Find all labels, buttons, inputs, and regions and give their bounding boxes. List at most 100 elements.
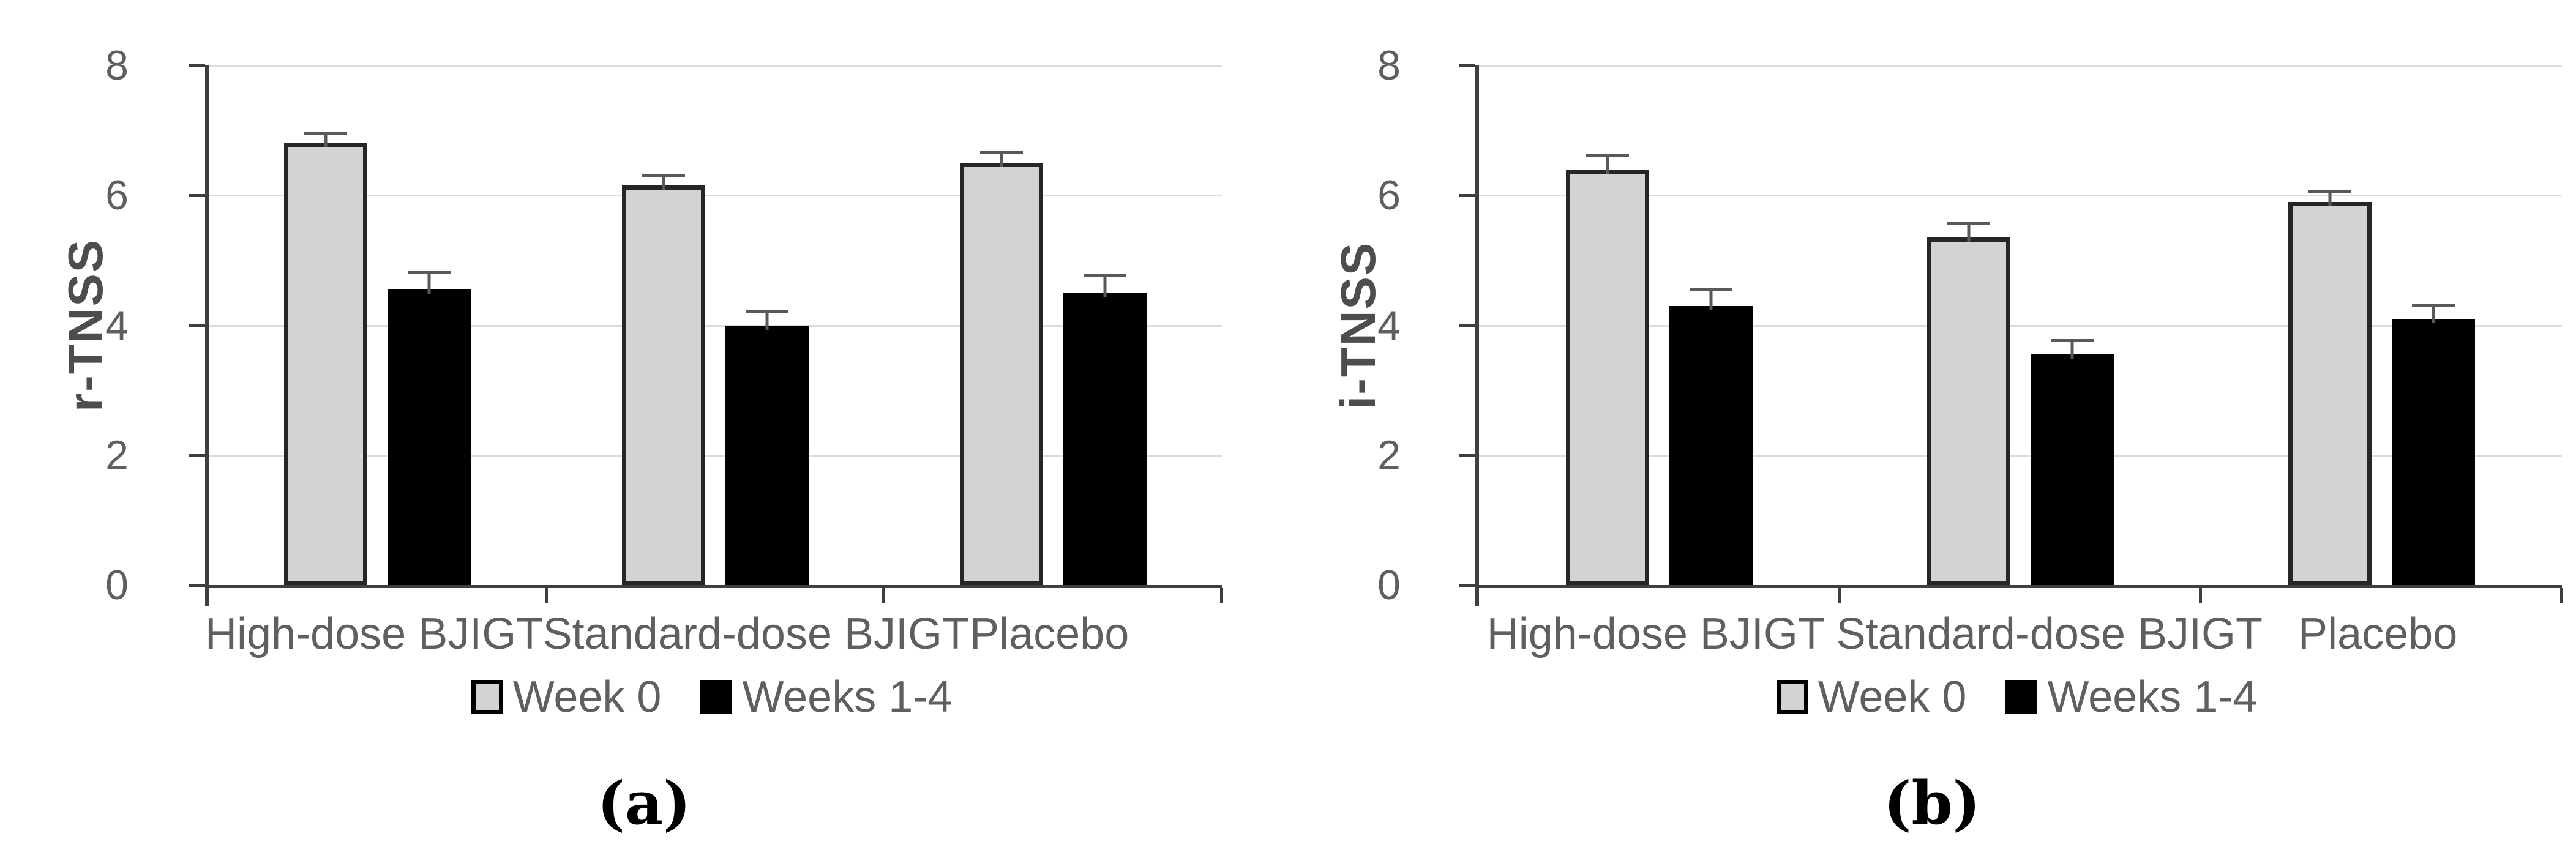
error-bar-cap	[2411, 304, 2455, 307]
error-bar-stem	[2328, 190, 2332, 206]
bar-week0	[284, 131, 368, 585]
error-bar-cap	[1586, 154, 1630, 157]
bar-weeks1-4	[1669, 287, 1753, 585]
bar-weeks1-4	[1063, 274, 1147, 585]
legend-label: Week 0	[1818, 673, 1967, 722]
error-bar-stem	[1967, 222, 1971, 242]
bar-week0	[1566, 154, 1650, 585]
legend-item: Weeks 1-4	[2005, 672, 2257, 722]
category-label: Placebo	[970, 610, 1129, 659]
legend-label: Weeks 1-4	[742, 673, 953, 722]
y-axis-tick	[189, 64, 205, 67]
error-bar	[979, 151, 1023, 168]
x-axis-tick	[1220, 588, 1223, 603]
error-bar-stem	[324, 131, 328, 148]
error-bar-cap	[2050, 339, 2094, 343]
error-bar-cap	[1690, 287, 1733, 291]
bar-weeks1-4	[2391, 304, 2475, 585]
legend-item: Weeks 1-4	[700, 672, 952, 722]
y-axis-tick-labels: 0 2 4 6 8	[24, 45, 129, 606]
bar-groups	[1479, 65, 2562, 585]
legend: Week 0 Weeks 1-4	[1475, 672, 2558, 722]
y-axis-tick	[1459, 453, 1475, 457]
y-tick-label: 6	[105, 172, 129, 219]
error-bar-stem	[427, 271, 431, 294]
error-bar-cap	[1947, 222, 1990, 226]
error-bar-cap	[979, 151, 1023, 154]
error-bar	[304, 131, 348, 148]
y-axis-tick	[1459, 584, 1475, 587]
legend-label: Week 0	[512, 673, 662, 722]
error-bar-stem	[2432, 304, 2435, 323]
error-bar-cap	[408, 271, 451, 274]
gridline	[1479, 65, 2562, 67]
y-axis-tick	[1459, 64, 1475, 67]
y-tick-label: 4	[105, 302, 129, 349]
error-bar	[1083, 274, 1126, 297]
category-labels: High-dose BJIGT Standard-dose BJIGT Placeb…	[1475, 612, 2558, 661]
gridline	[1479, 324, 2562, 327]
y-tick-label: 8	[1377, 42, 1401, 89]
error-bar	[408, 271, 451, 294]
bar-week0	[1926, 222, 2010, 585]
bar-week0	[959, 151, 1043, 585]
x-axis-tick	[2560, 588, 2563, 603]
plot-area	[189, 64, 1223, 606]
gridline	[209, 324, 1222, 327]
category-label: Standard-dose BJIGT	[1836, 610, 2263, 659]
error-bar-stem	[765, 310, 769, 330]
bar-groups	[209, 65, 1222, 585]
bar-group	[547, 65, 885, 585]
bar-weeks1-4	[388, 271, 471, 585]
panel-caption-b: (b)	[1884, 769, 1980, 838]
gridline	[209, 454, 1222, 457]
y-tick-label: 2	[105, 431, 129, 479]
x-axis-tick	[544, 588, 548, 603]
error-bar-stem	[662, 173, 665, 190]
error-bar	[1947, 222, 1990, 242]
legend-swatch-weeks1-4	[700, 680, 733, 714]
legend-item: Week 0	[1776, 672, 1967, 722]
y-axis-tick	[189, 453, 205, 457]
panel-caption-a: (a)	[597, 769, 691, 838]
y-tick-label: 4	[1377, 302, 1401, 349]
error-bar-stem	[2070, 339, 2074, 359]
y-tick-label: 8	[105, 42, 129, 89]
error-bar-cap	[745, 310, 788, 313]
gridline	[1479, 454, 2562, 457]
legend: Week 0 Weeks 1-4	[205, 672, 1218, 722]
category-label: Placebo	[2298, 610, 2458, 659]
y-axis-tick	[1459, 194, 1475, 198]
bar-group	[884, 65, 1222, 585]
y-axis-tick	[1459, 324, 1475, 327]
x-axis-tick	[205, 588, 209, 606]
bar-weeks1-4	[2030, 339, 2114, 585]
y-tick-label: 6	[1377, 172, 1401, 219]
plot-area	[1459, 64, 2563, 606]
error-bar-cap	[1083, 274, 1126, 278]
category-label: Standard-dose BJIGT	[542, 610, 969, 659]
gridline	[1479, 195, 2562, 197]
error-bar	[642, 173, 685, 190]
y-tick-label: 2	[1377, 431, 1401, 479]
y-axis-tick	[189, 194, 205, 198]
error-bar	[2050, 339, 2094, 359]
legend-item: Week 0	[471, 672, 662, 722]
bar-week0	[2288, 190, 2372, 585]
error-bar-stem	[1103, 274, 1107, 297]
x-axis-tick	[1838, 588, 1841, 603]
error-bar	[2308, 190, 2351, 206]
bar-group	[1479, 65, 1840, 585]
bar-weeks1-4	[725, 310, 809, 585]
y-tick-label: 0	[1377, 562, 1401, 608]
category-label: High-dose BJIGT	[1486, 610, 1825, 659]
x-axis-tick	[1475, 588, 1479, 606]
error-bar-cap	[642, 173, 685, 177]
x-axis-tick	[2199, 588, 2203, 603]
error-bar	[2411, 304, 2455, 323]
bar-group	[2201, 65, 2562, 585]
